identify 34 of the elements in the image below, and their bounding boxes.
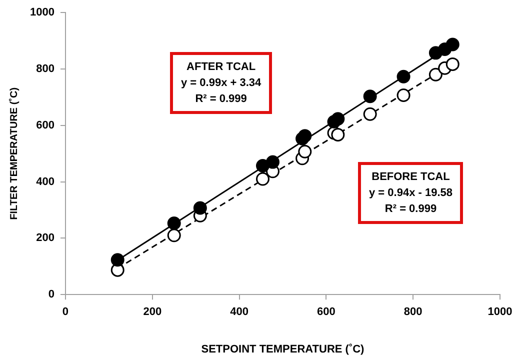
point — [110, 253, 124, 267]
x-tick-label: 400 — [230, 306, 248, 318]
point — [266, 155, 280, 169]
point — [446, 38, 460, 52]
point — [396, 88, 410, 102]
y-tick-label: 600 — [36, 119, 54, 132]
point — [428, 68, 442, 82]
x-tick-label: 800 — [404, 306, 422, 318]
x-tick-label: 1000 — [488, 306, 512, 318]
x-tick-label: 200 — [143, 306, 162, 318]
y-tick-label: 200 — [36, 232, 54, 244]
point — [167, 216, 181, 230]
point — [446, 57, 460, 71]
y-axis-title: FILTER TEMPERATURE (˚C) — [8, 87, 20, 220]
point — [298, 129, 312, 143]
annotation: BEFORE TCAL y = 0.94x - 19.58 R² = 0.999 — [358, 162, 464, 224]
y-tick-label: 400 — [36, 176, 54, 188]
y-tick-label: 800 — [36, 63, 54, 76]
point — [193, 201, 207, 215]
point — [331, 112, 345, 126]
x-tick-label: 600 — [317, 306, 336, 318]
x-axis-title: SETPOINT TEMPERATURE (˚C) — [201, 343, 365, 356]
y-tick-label: 1000 — [30, 6, 54, 19]
point — [363, 90, 377, 104]
point — [363, 107, 377, 121]
x-tick-label: 0 — [62, 306, 69, 318]
point — [256, 172, 270, 186]
point — [256, 158, 270, 172]
y-tick-label: 0 — [48, 288, 54, 301]
point — [331, 128, 345, 142]
annotation: AFTER TCAL y = 0.99x + 3.34 R² = 0.999 — [170, 52, 272, 114]
point — [167, 228, 181, 242]
point — [396, 70, 410, 84]
point — [298, 144, 312, 158]
